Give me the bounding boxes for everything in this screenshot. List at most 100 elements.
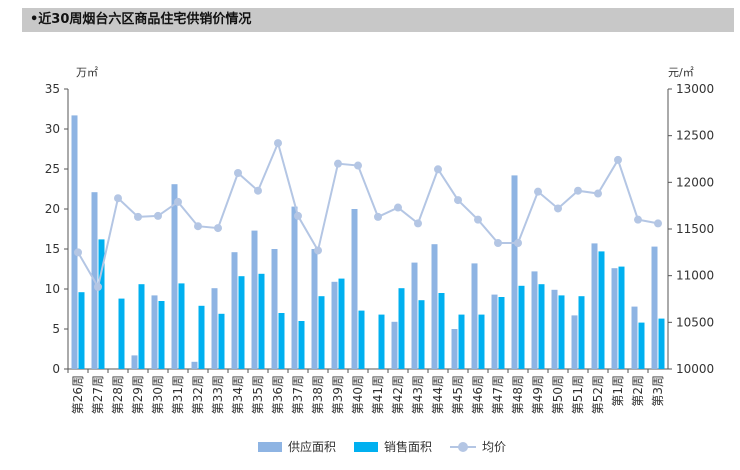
bar-supply <box>411 262 418 369</box>
left-tick-label: 35 <box>45 82 60 96</box>
bar-sales <box>438 293 445 369</box>
left-tick-label: 30 <box>45 122 60 136</box>
price-point <box>594 189 602 198</box>
bar-sales <box>478 314 485 369</box>
bar-sales <box>218 313 225 369</box>
bar-sales <box>178 283 185 369</box>
x-tick-label: 第42周 <box>391 375 405 414</box>
legend-item-sales: 销售面积 <box>354 438 432 455</box>
price-point <box>634 215 642 224</box>
bar-sales <box>598 251 605 369</box>
bar-sales <box>658 318 665 369</box>
right-tick-label: 11500 <box>676 222 714 236</box>
x-tick-label: 第51周 <box>571 375 585 414</box>
right-tick-label: 13000 <box>676 82 714 96</box>
bar-supply <box>191 361 198 369</box>
bar-supply <box>311 249 318 369</box>
bar-sales <box>138 284 145 369</box>
price-point <box>114 194 122 203</box>
price-point <box>574 186 582 195</box>
x-tick-label: 第31周 <box>171 375 185 414</box>
price-point <box>74 248 82 257</box>
bar-sales <box>458 314 465 369</box>
bar-supply <box>611 268 618 369</box>
bar-sales <box>238 276 245 369</box>
left-tick-label: 5 <box>52 322 60 336</box>
bar-supply <box>471 263 478 369</box>
x-tick-label: 第43周 <box>411 375 425 414</box>
x-tick-label: 第45周 <box>451 375 465 414</box>
price-point <box>174 197 182 206</box>
bar-sales <box>98 239 105 369</box>
legend-item-supply: 供应面积 <box>258 438 336 455</box>
bar-supply <box>391 321 398 369</box>
legend-label-supply: 供应面积 <box>288 440 337 454</box>
x-tick-label: 第49周 <box>531 375 545 414</box>
bar-sales <box>638 322 645 369</box>
bar-supply <box>211 288 218 369</box>
x-tick-label: 第47周 <box>491 375 505 414</box>
price-point <box>654 219 662 228</box>
price-point <box>134 212 142 221</box>
price-point <box>494 239 502 247</box>
legend-label-price: 均价 <box>482 440 507 454</box>
bar-supply <box>651 246 658 369</box>
bar-sales <box>378 314 385 369</box>
price-point <box>414 219 422 228</box>
bar-supply <box>491 294 498 369</box>
bar-sales <box>358 310 365 369</box>
price-point <box>534 187 542 196</box>
price-point <box>154 211 162 220</box>
x-tick-label: 第44周 <box>431 375 445 414</box>
x-tick-label: 第33周 <box>211 375 225 414</box>
x-tick-label: 第37周 <box>291 375 305 414</box>
bar-supply <box>591 243 598 369</box>
x-tick-label: 第50周 <box>551 375 565 414</box>
x-tick-label: 第46周 <box>471 375 485 414</box>
price-point <box>374 212 382 221</box>
left-tick-label: 20 <box>45 202 60 216</box>
bar-sales <box>198 305 205 369</box>
price-point <box>394 203 402 212</box>
x-tick-label: 第39周 <box>331 375 345 414</box>
price-point <box>474 215 482 224</box>
price-point <box>214 224 222 233</box>
x-tick-label: 第41周 <box>371 375 385 414</box>
x-tick-label: 第38周 <box>311 375 325 414</box>
bar-sales <box>258 273 265 369</box>
left-axis-unit: 万㎡ <box>76 66 98 79</box>
bar-supply <box>291 206 298 369</box>
bar-sales <box>398 288 405 369</box>
bar-supply <box>631 306 638 369</box>
right-tick-label: 10500 <box>676 315 714 329</box>
price-point <box>254 186 262 195</box>
legend-swatch-price <box>450 441 477 452</box>
bar-sales <box>118 298 125 369</box>
price-point <box>354 161 362 170</box>
bar-sales <box>518 285 525 369</box>
x-tick-label: 第52周 <box>591 375 605 414</box>
bar-sales <box>158 301 165 369</box>
x-tick-label: 第34周 <box>231 375 245 414</box>
bar-sales <box>498 297 505 369</box>
bar-supply <box>511 175 518 369</box>
bar-supply <box>71 115 78 370</box>
x-tick-label: 第32周 <box>191 375 205 414</box>
legend: 供应面积 销售面积 均价 <box>258 438 524 455</box>
bar-sales <box>278 313 285 369</box>
bar-sales <box>578 296 585 369</box>
price-point <box>554 204 562 213</box>
right-tick-label: 12500 <box>676 129 714 143</box>
x-tick-label: 第28周 <box>111 375 125 414</box>
x-tick-label: 第40周 <box>351 375 365 414</box>
bar-supply <box>531 271 538 369</box>
right-axis-unit: 元/㎡ <box>668 66 694 79</box>
bar-supply <box>351 209 358 369</box>
bar-sales <box>78 292 85 369</box>
legend-label-sales: 销售面积 <box>384 440 433 454</box>
price-point <box>614 155 622 164</box>
bar-supply <box>271 249 278 369</box>
bar-sales <box>418 300 425 369</box>
legend-swatch-supply <box>258 441 282 452</box>
